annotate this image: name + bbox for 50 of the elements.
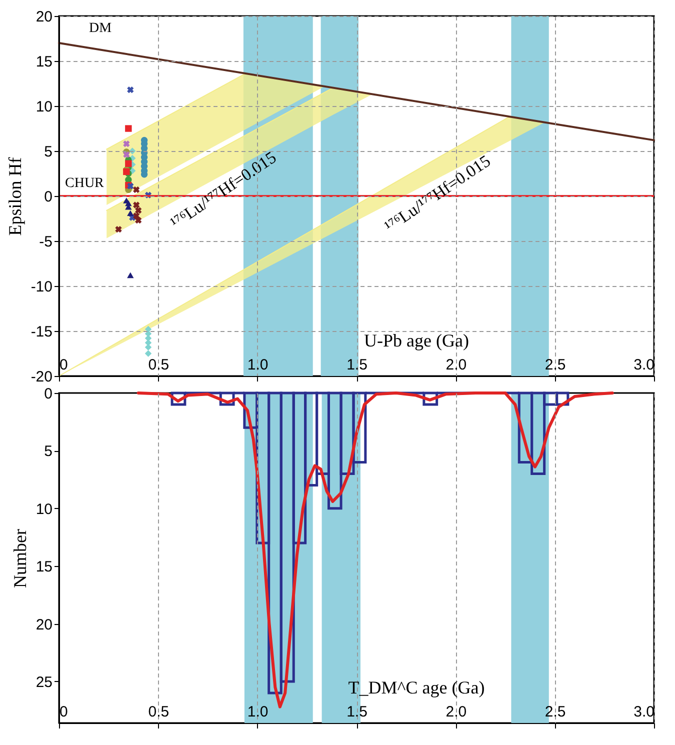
x-axis-title: T_DM^C age (Ga) (348, 678, 485, 698)
point (133, 186, 140, 194)
y-tick-label: 15 (36, 54, 52, 70)
point (127, 272, 134, 278)
x-tick-label: 1.5 (346, 704, 368, 720)
point (123, 140, 130, 148)
x-tick-label: 2.0 (446, 704, 467, 720)
x-tick-label: 0 (60, 704, 68, 720)
point (125, 200, 132, 206)
x-tick-label: 1.0 (247, 704, 268, 720)
y-tick-label: 10 (36, 500, 52, 518)
point (135, 216, 142, 224)
y-axis-title: Number (10, 529, 30, 588)
x-tick-label: 2.5 (544, 356, 566, 374)
x-tick-label: 2.0 (446, 356, 467, 374)
ref-line-label: CHUR (65, 176, 105, 191)
x-tick-label: 1.0 (247, 356, 268, 374)
y-tick-label: 10 (36, 98, 52, 116)
point (135, 207, 142, 214)
point (127, 210, 134, 216)
point (125, 160, 132, 167)
y-tick-label: 15 (36, 558, 52, 576)
x-tick-label: 2.5 (544, 704, 566, 720)
point (127, 86, 134, 94)
x-tick-label: 0.5 (148, 356, 170, 374)
y-tick-label: 25 (36, 674, 52, 691)
point (125, 125, 132, 132)
y-tick-label: 20 (36, 8, 52, 26)
y-tick-label: 0 (44, 188, 52, 206)
x-axis-title: U-Pb age (Ga) (364, 330, 469, 350)
x-tick-label: 1.5 (346, 356, 368, 374)
x-tick-label: 3.0 (634, 356, 654, 374)
y-tick-label: -10 (30, 278, 52, 296)
point (133, 202, 140, 208)
series-label: DM (89, 21, 112, 36)
x-tick-label: 0 (60, 356, 68, 374)
y-tick-label: -15 (30, 324, 52, 340)
point (144, 350, 152, 357)
x-tick-label: 3.0 (634, 704, 654, 720)
y-tick-label: -5 (39, 234, 52, 250)
y-axis-title: Epsilon Hf (4, 157, 25, 236)
point (133, 212, 140, 220)
y-tick-label: -20 (30, 368, 52, 386)
point (123, 151, 130, 158)
x-tick-label: 0.5 (148, 704, 170, 720)
y-tick-label: 5 (44, 443, 52, 460)
y-tick-label: 20 (36, 616, 52, 634)
point (115, 226, 122, 233)
y-tick-label: 5 (44, 144, 52, 160)
y-tick-label: 0 (44, 386, 52, 402)
